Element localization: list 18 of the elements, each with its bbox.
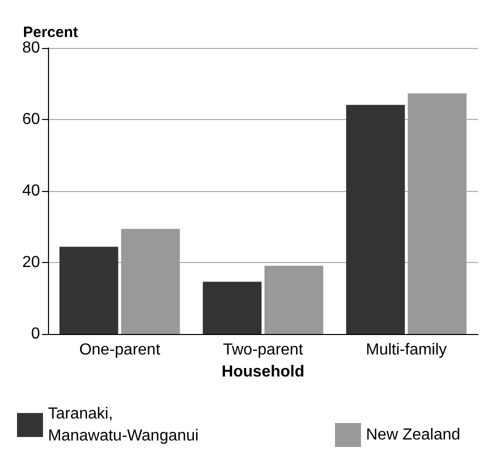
bar bbox=[121, 228, 180, 334]
bar bbox=[346, 104, 405, 334]
y-tick-label: 20 bbox=[22, 254, 40, 271]
y-tick-label: 40 bbox=[22, 182, 40, 200]
x-tick-label: One-parent bbox=[79, 342, 161, 358]
x-tick-label: Multi-family bbox=[366, 342, 447, 358]
x-axis-title: Household bbox=[222, 364, 304, 380]
legend-label: Taranaki, Manawatu-Wanganui bbox=[48, 406, 199, 444]
y-tick-label: 80 bbox=[22, 40, 40, 56]
x-tick-label: Two-parent bbox=[222, 342, 304, 358]
bar bbox=[408, 93, 467, 334]
y-axis-title: Percent bbox=[22, 24, 78, 41]
bar bbox=[59, 246, 118, 334]
bar bbox=[264, 266, 324, 334]
bar bbox=[202, 282, 262, 334]
y-tick-label: 60 bbox=[22, 111, 40, 128]
y-tick-label: 0 bbox=[31, 326, 40, 342]
legend-label: New Zealand bbox=[366, 426, 460, 444]
